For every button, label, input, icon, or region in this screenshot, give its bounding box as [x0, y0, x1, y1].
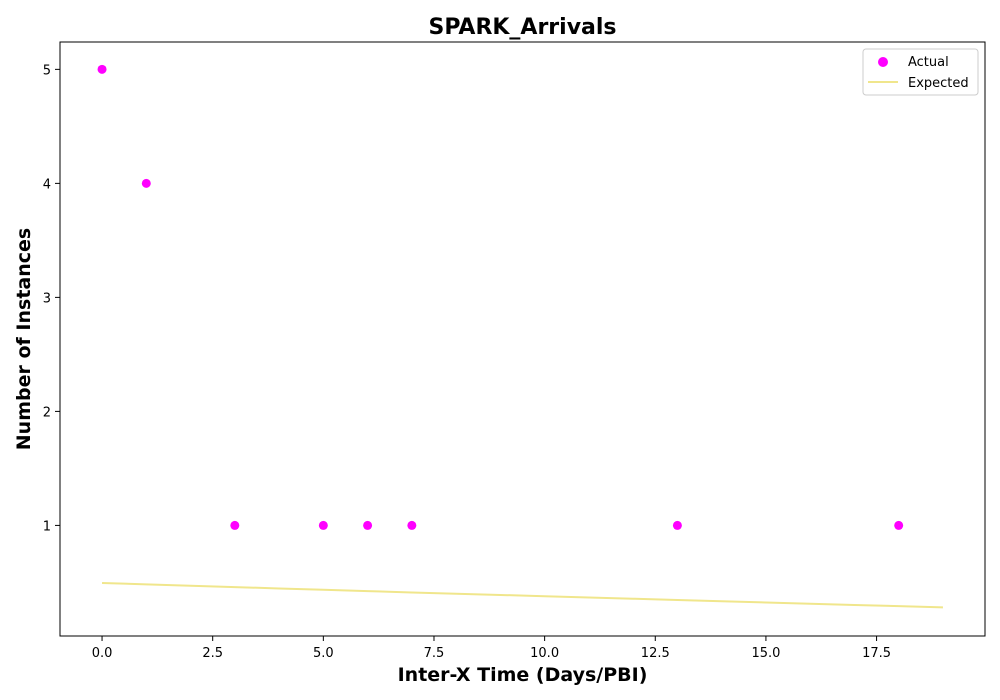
y-axis-label: Number of Instances	[13, 228, 35, 450]
plot-area	[97, 64, 943, 609]
y-tick-label: 1	[43, 519, 51, 534]
x-tick-label: 10.0	[530, 646, 559, 661]
actual-point	[672, 520, 682, 530]
plot-frame	[59, 41, 986, 637]
actual-point	[141, 178, 151, 188]
x-tick-label: 12.5	[641, 646, 670, 661]
legend-label-expected: Expected	[908, 76, 969, 91]
x-tick-label: 15.0	[751, 646, 780, 661]
legend-marker-actual	[878, 57, 888, 67]
legend-label-actual: Actual	[908, 55, 949, 70]
x-tick-label: 5.0	[313, 646, 334, 661]
x-tick-label: 7.5	[424, 646, 445, 661]
actual-point	[363, 520, 373, 530]
y-tick-label: 2	[43, 405, 51, 420]
y-tick-label: 3	[43, 291, 51, 306]
actual-point	[97, 64, 107, 74]
actual-point	[894, 520, 904, 530]
chart-title: SPARK_Arrivals	[428, 15, 616, 40]
actual-point	[407, 520, 417, 530]
legend: Actual Expected	[862, 48, 979, 96]
x-axis: 0.0 2.5 5.0 7.5 10.0 12.5 15.0 17.5	[92, 636, 891, 661]
x-tick-label: 17.5	[862, 646, 891, 661]
x-axis-label: Inter-X Time (Days/PBI)	[398, 664, 648, 686]
y-axis: 1 2 3 4 5	[43, 63, 60, 534]
x-tick-label: 2.5	[202, 646, 223, 661]
expected-line	[102, 581, 943, 609]
legend-box	[862, 48, 979, 96]
x-tick-label: 0.0	[92, 646, 113, 661]
actual-point	[230, 520, 240, 530]
actual-point	[318, 520, 328, 530]
y-tick-label: 5	[43, 63, 51, 78]
y-tick-label: 4	[43, 177, 51, 192]
